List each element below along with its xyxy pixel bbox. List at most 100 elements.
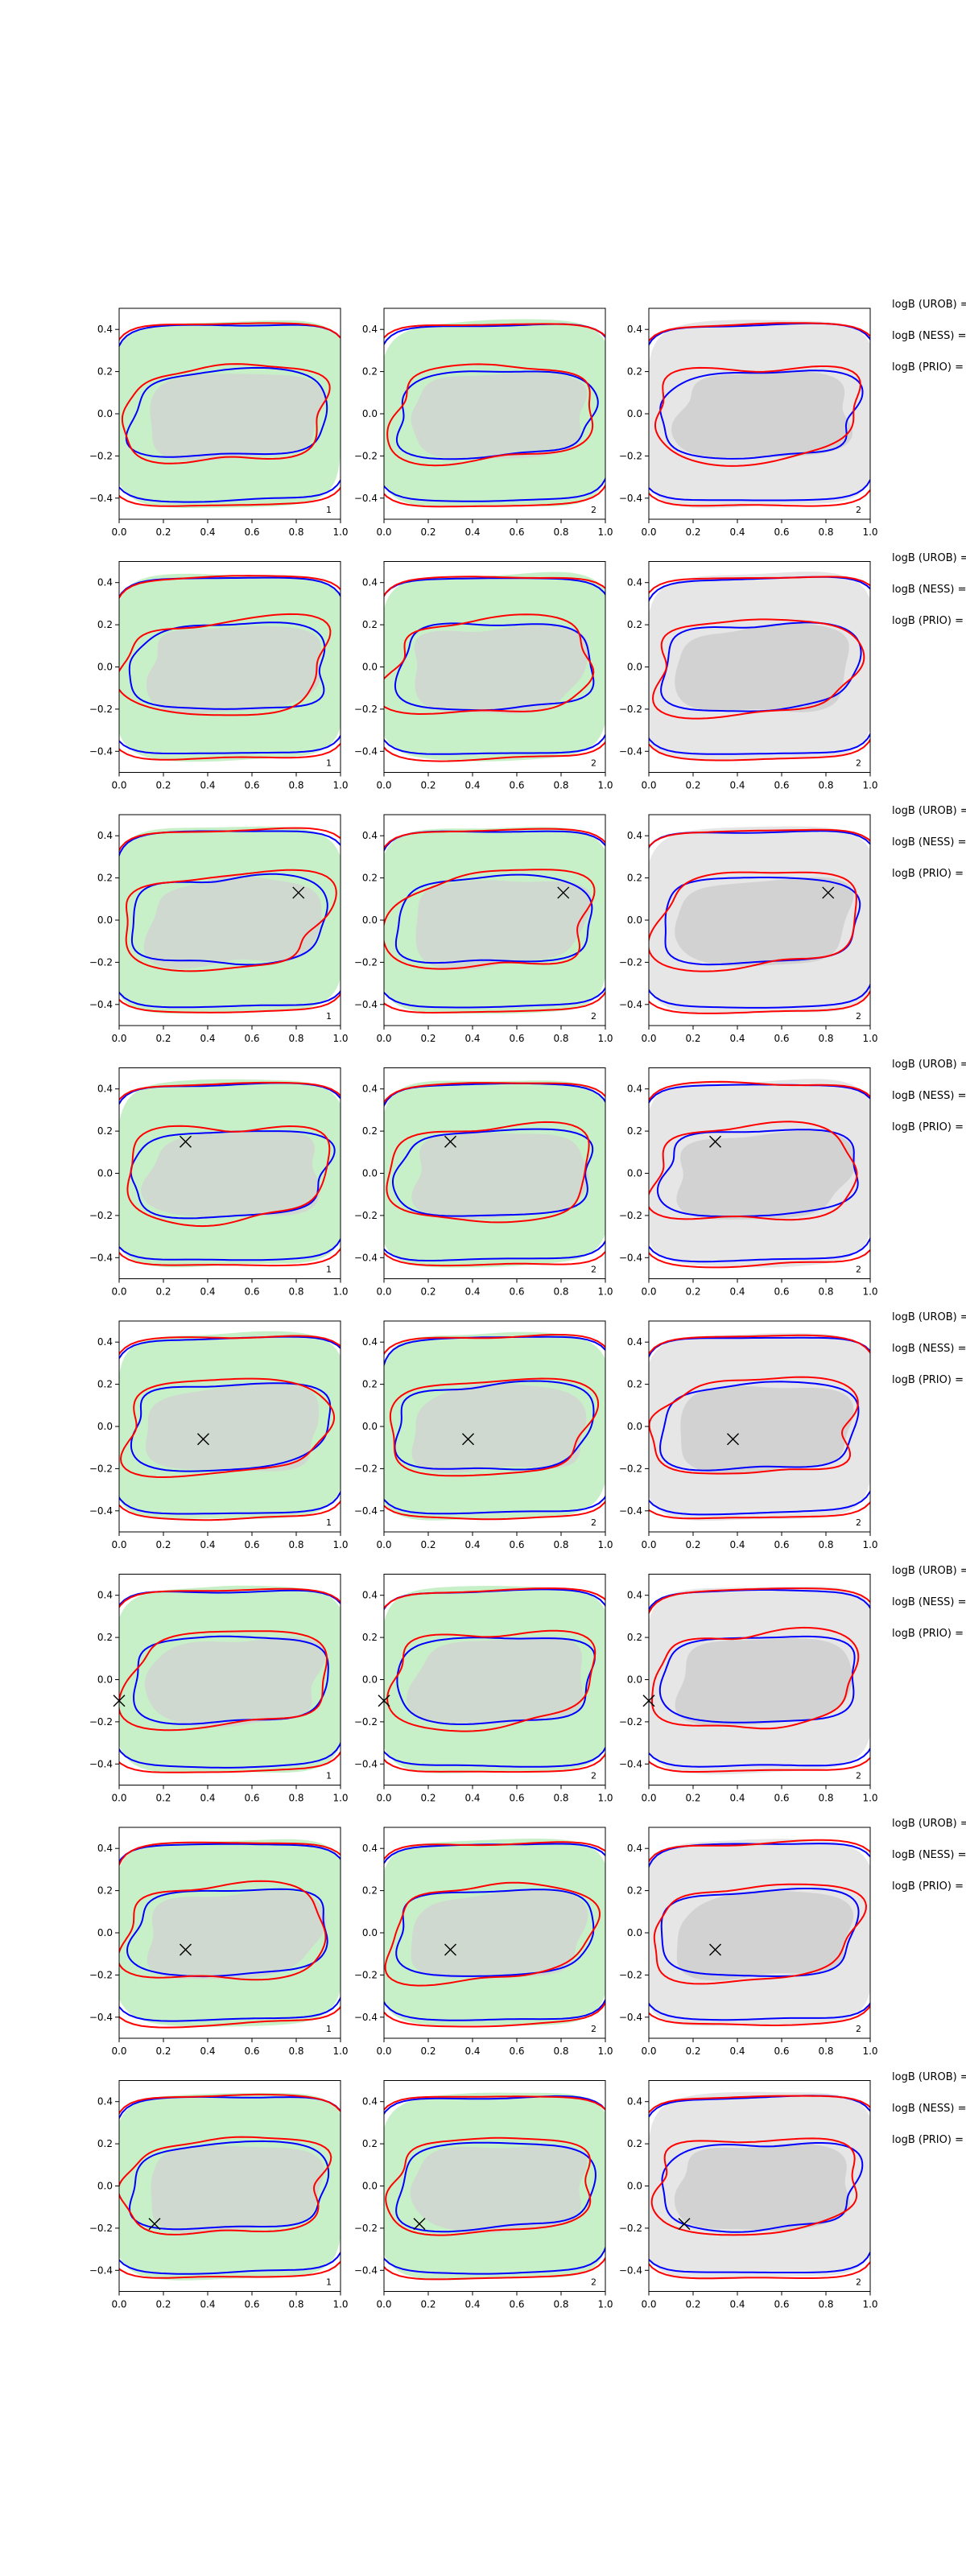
panel-r8-c2: 2 0.0 0.2 0.4 0.6 0.8 1.0 0.4 0.2 0.0 −0.2 −0.4 xyxy=(354,2080,613,2310)
x-tick-label: 0.0 xyxy=(641,1033,656,1044)
y-tick-label: −0.4 xyxy=(619,745,642,757)
y-tick-label: 0.4 xyxy=(362,1590,378,1601)
density-fill-inner xyxy=(674,2143,850,2231)
x-tick-label: 1.0 xyxy=(597,526,613,538)
density-fill-inner xyxy=(671,371,852,458)
x-tick-label: 0.6 xyxy=(509,526,524,538)
red-contour-outer xyxy=(649,322,870,507)
x-tick-label: 0.6 xyxy=(774,1286,789,1298)
x-tick-label: 1.0 xyxy=(332,2046,348,2057)
marker-x xyxy=(462,1433,474,1446)
blue-contour-inner xyxy=(126,1888,328,1978)
y-tick-label: −0.2 xyxy=(89,1716,113,1728)
marker-x xyxy=(709,1943,721,1956)
y-tick-label: 0.0 xyxy=(362,1168,378,1179)
density-fill-inner xyxy=(146,625,321,714)
blue-contour-outer xyxy=(649,830,870,1009)
y-tick-label: −0.2 xyxy=(354,704,378,715)
y-tick-label: 0.2 xyxy=(97,2138,113,2149)
panel-r8-c3: 2 0.0 0.2 0.4 0.6 0.8 1.0 0.4 0.2 0.0 −0.2 −0.4 xyxy=(619,2080,878,2310)
y-tick-label: 0.0 xyxy=(627,1674,642,1686)
y-tick-label: −0.4 xyxy=(619,2012,642,2023)
y-tick-label: 0.0 xyxy=(627,914,642,926)
blue-contour-inner xyxy=(394,622,595,712)
x-tick-label: 0.6 xyxy=(509,2046,524,2057)
y-tick-label: 0.4 xyxy=(97,1590,113,1601)
blue-contour-inner xyxy=(128,2140,330,2231)
y-tick-label: 0.2 xyxy=(97,1885,113,1897)
x-tick-label: 0.0 xyxy=(376,1286,391,1298)
side-label: logB (PRIO) = xyxy=(892,1374,964,1386)
panel-r2-c2: 2 0.0 0.2 0.4 0.6 0.8 1.0 0.4 0.2 0.0 −0.2 −0.4 xyxy=(354,561,613,791)
y-tick-label: −0.4 xyxy=(354,1505,378,1517)
x-tick-label: 0.0 xyxy=(111,2046,126,2057)
x-tick-label: 0.2 xyxy=(685,1793,700,1804)
x-tick-label: 1.0 xyxy=(597,2046,613,2057)
red-contour-outer xyxy=(384,323,605,508)
panel-id-label: 2 xyxy=(856,758,861,769)
y-tick-label: −0.4 xyxy=(619,1252,642,1263)
y-tick-label: 0.2 xyxy=(362,1885,378,1897)
red-contour-inner xyxy=(119,1880,327,1981)
panel-id-label: 1 xyxy=(326,2277,332,2288)
x-tick-label: 0.8 xyxy=(553,780,568,791)
y-tick-label: 0.0 xyxy=(627,1927,642,1938)
x-tick-label: 0.0 xyxy=(111,1286,126,1298)
plot-area xyxy=(384,2092,605,2281)
panel-id-label: 2 xyxy=(856,1771,861,1781)
panel-r6-c2: 2 0.0 0.2 0.4 0.6 0.8 1.0 0.4 0.2 0.0 −0.2 −0.4 xyxy=(354,1574,613,1804)
red-contour-outer xyxy=(384,1841,605,2028)
x-tick-label: 0.6 xyxy=(774,1793,789,1804)
x-tick-label: 0.6 xyxy=(244,780,259,791)
plot-area xyxy=(119,1839,341,2029)
y-tick-label: −0.2 xyxy=(354,1463,378,1474)
y-tick-label: 0.4 xyxy=(362,1336,378,1348)
side-label: logB (NESS) = xyxy=(892,1089,966,1102)
side-label: logB (PRIO) = xyxy=(892,614,964,627)
blue-contour-outer xyxy=(119,576,341,754)
x-tick-label: 1.0 xyxy=(862,1793,877,1804)
side-label: logB (PRIO) = xyxy=(892,868,964,880)
panel-r4-c2: 2 0.0 0.2 0.4 0.6 0.8 1.0 0.4 0.2 0.0 −0.2 −0.4 xyxy=(354,1067,613,1298)
panel-id-label: 2 xyxy=(591,1011,597,1022)
y-tick-label: 0.4 xyxy=(97,830,113,841)
density-fill-inner xyxy=(141,1131,320,1218)
red-contour-outer xyxy=(384,1333,605,1521)
x-tick-label: 0.0 xyxy=(376,2046,391,2057)
red-contour-inner xyxy=(119,613,332,716)
x-tick-label: 0.2 xyxy=(155,1539,171,1550)
y-tick-label: 0.2 xyxy=(97,1125,113,1137)
x-tick-label: 0.6 xyxy=(244,1793,259,1804)
red-contour-inner xyxy=(649,1121,858,1221)
y-tick-label: −0.4 xyxy=(89,1252,113,1263)
panel-id-label: 1 xyxy=(326,758,332,769)
marker-x xyxy=(727,1433,739,1446)
y-tick-label: 0.4 xyxy=(627,830,642,841)
side-label: logB (UROB) = xyxy=(892,1311,966,1323)
y-tick-label: 0.4 xyxy=(362,1843,378,1854)
y-tick-label: −0.4 xyxy=(89,1505,113,1517)
y-tick-label: 0.2 xyxy=(362,1125,378,1137)
x-tick-label: 0.8 xyxy=(288,1286,303,1298)
side-label: logB (NESS) = xyxy=(892,583,966,596)
y-tick-label: 0.4 xyxy=(362,324,378,335)
x-tick-label: 0.8 xyxy=(553,1033,568,1044)
x-tick-label: 0.2 xyxy=(420,2299,436,2310)
x-tick-label: 1.0 xyxy=(597,1793,613,1804)
x-tick-label: 0.2 xyxy=(420,1033,436,1044)
x-tick-label: 1.0 xyxy=(332,780,348,791)
plot-area xyxy=(649,826,870,1014)
x-tick-label: 0.0 xyxy=(111,1539,126,1550)
density-fill-inner xyxy=(680,1385,854,1475)
y-tick-label: 0.4 xyxy=(627,1084,642,1095)
red-contour-inner xyxy=(386,1629,597,1732)
y-tick-label: −0.4 xyxy=(89,1758,113,1769)
red-contour-outer xyxy=(649,1587,870,1773)
y-tick-label: 0.2 xyxy=(362,1632,378,1643)
x-tick-label: 1.0 xyxy=(862,1286,877,1298)
blue-contour-inner xyxy=(128,621,326,710)
blue-contour-outer xyxy=(384,1335,605,1515)
marker-x xyxy=(148,2218,161,2231)
panel-id-label: 2 xyxy=(856,2024,861,2034)
